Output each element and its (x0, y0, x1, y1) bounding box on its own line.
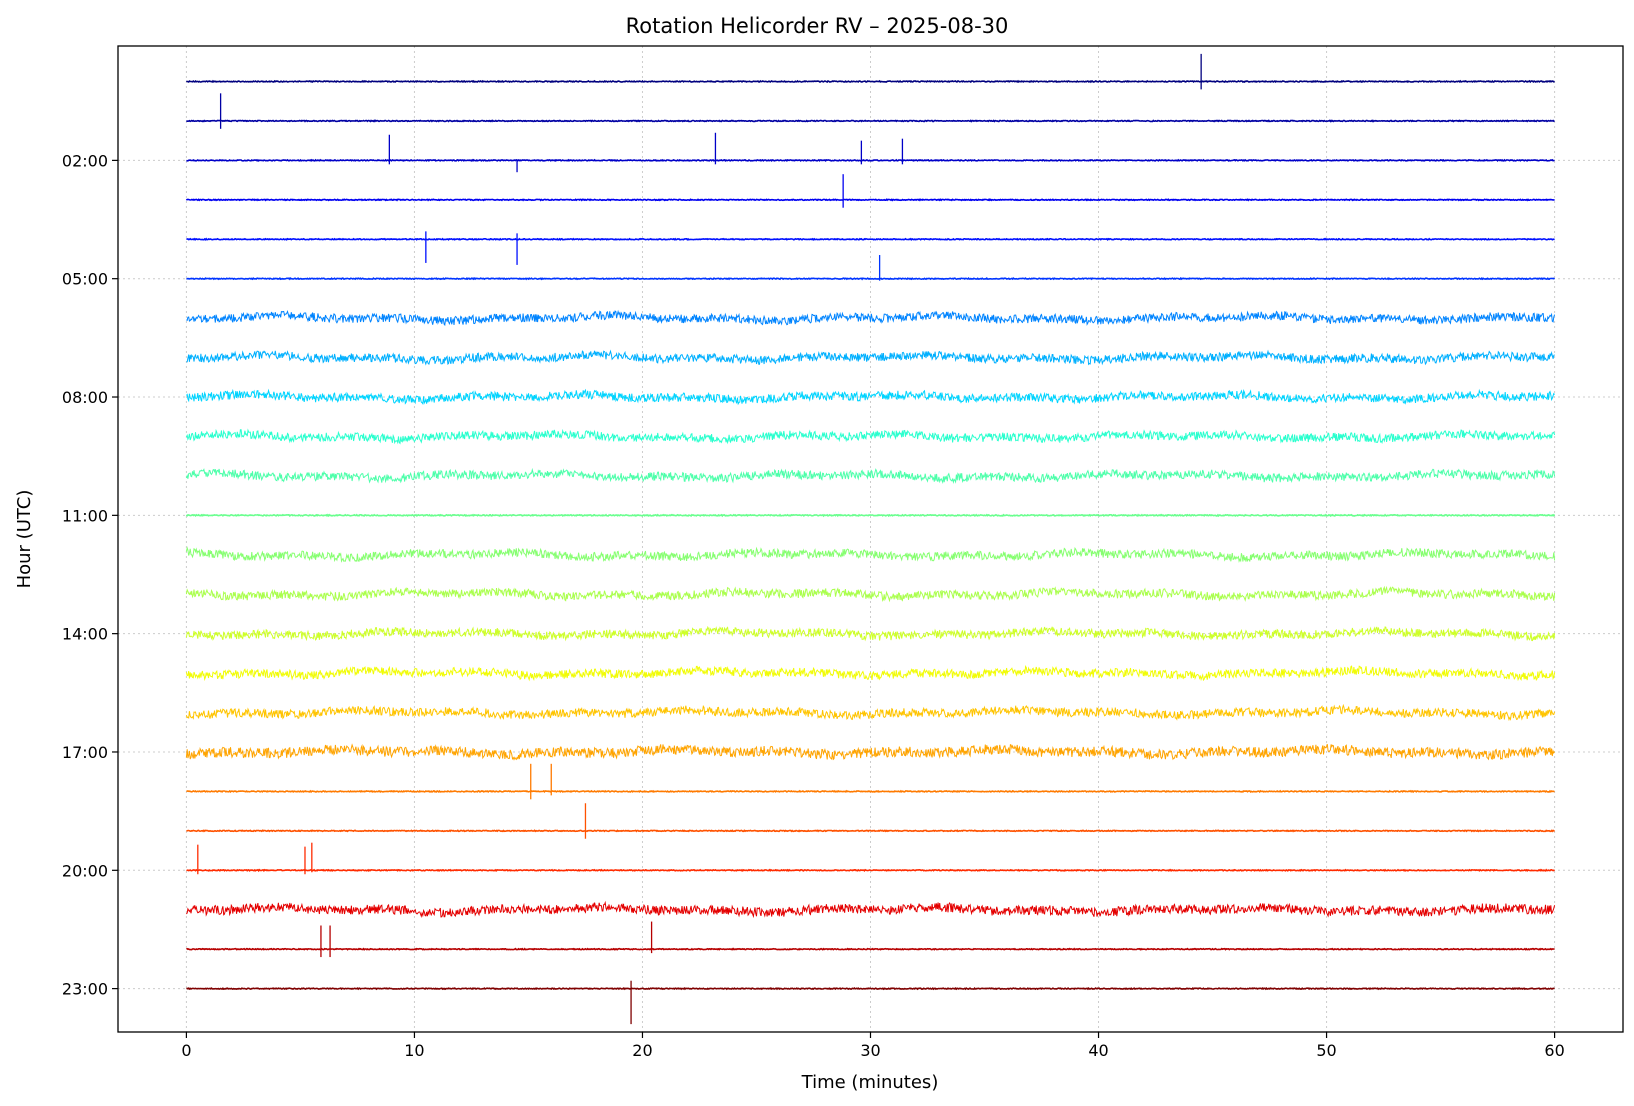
trace-line (185, 513, 1556, 518)
x-tick-label: 20 (632, 1041, 652, 1060)
trace-line (186, 349, 1555, 366)
grid-lines (118, 46, 1623, 1032)
y-tick-label: 11:00 (62, 506, 108, 525)
trace-line (185, 467, 1556, 485)
y-tick-label: 02:00 (62, 151, 108, 170)
y-tick-label: 20:00 (62, 861, 108, 880)
y-tick-label: 05:00 (62, 270, 108, 289)
x-tick-label: 50 (1316, 1041, 1336, 1060)
trace-line (185, 743, 1556, 761)
trace-line (185, 665, 1556, 682)
trace-line (186, 388, 1555, 406)
x-tick-label: 30 (860, 1041, 880, 1060)
trace-line (186, 237, 1555, 241)
x-tick-label: 0 (181, 1041, 191, 1060)
trace-line (185, 900, 1556, 919)
x-axis-label: Time (minutes) (801, 1072, 939, 1093)
trace-line (186, 158, 1555, 163)
traces (185, 53, 1556, 1025)
trace-line (186, 789, 1555, 794)
trace-line (185, 198, 1555, 202)
plot-frame (117, 45, 1624, 1033)
trace-line (185, 625, 1556, 642)
y-tick-label: 23:00 (62, 980, 108, 999)
trace-line (186, 868, 1555, 873)
y-axis-ticks: 02:00 05:00 08:00 11:00 14:00 17:00 20:00 23:00 (62, 151, 118, 999)
trace-line (185, 428, 1556, 445)
trace-line (186, 829, 1555, 833)
y-tick-label: 08:00 (62, 388, 108, 407)
x-axis-ticks: 0 10 20 30 40 50 60 (181, 1032, 1565, 1060)
trace-line (185, 546, 1556, 563)
y-tick-label: 17:00 (62, 743, 108, 762)
trace-line (186, 986, 1555, 991)
trace-line (186, 947, 1555, 951)
y-axis-label: Hour (UTC) (14, 490, 35, 589)
x-tick-label: 40 (1088, 1041, 1108, 1060)
trace-line (185, 79, 1555, 84)
x-tick-label: 60 (1544, 1041, 1564, 1060)
trace-line (186, 276, 1556, 281)
chart-title: Rotation Helicorder RV – 2025-08-30 (626, 14, 1009, 38)
trace-line (185, 703, 1556, 722)
x-tick-label: 10 (404, 1041, 424, 1060)
trace-line (186, 309, 1556, 327)
y-tick-label: 14:00 (62, 625, 108, 644)
trace-line (185, 119, 1555, 123)
trace-line (185, 585, 1556, 603)
